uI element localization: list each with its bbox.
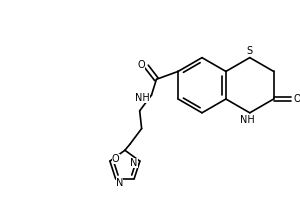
Text: N: N xyxy=(130,158,138,168)
Text: NH: NH xyxy=(240,115,255,125)
Text: O: O xyxy=(112,154,120,164)
Text: S: S xyxy=(247,46,253,56)
Text: N: N xyxy=(116,178,123,188)
Text: NH: NH xyxy=(135,93,150,103)
Text: O: O xyxy=(293,94,300,104)
Text: O: O xyxy=(138,60,146,70)
